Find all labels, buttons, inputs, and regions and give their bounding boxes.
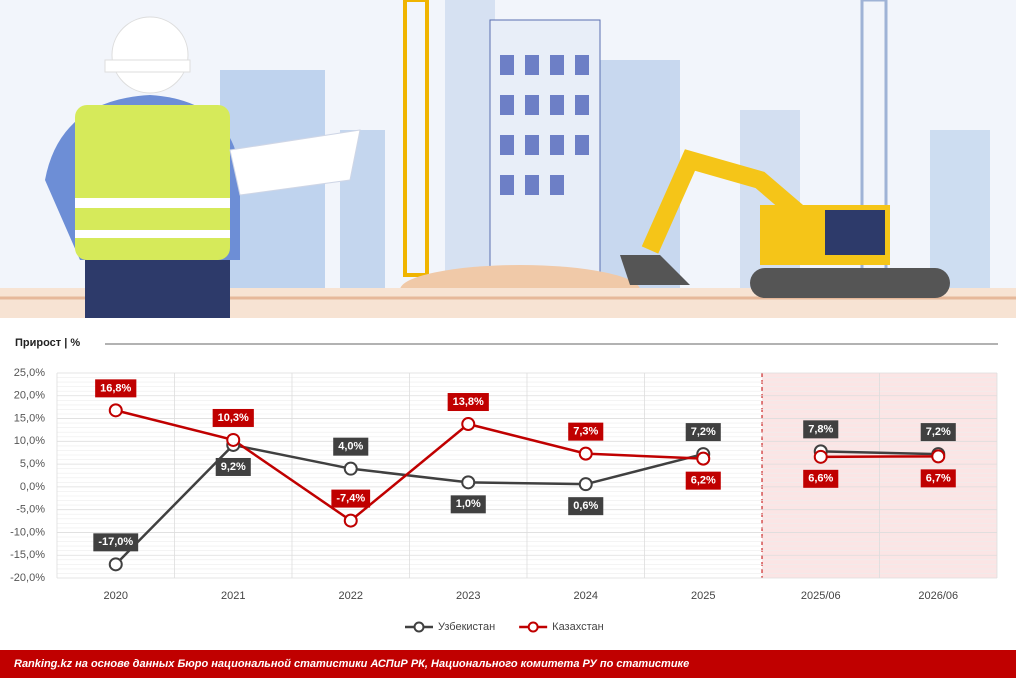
data-label-text: 4,0%: [338, 441, 363, 453]
data-label: 16,8%: [95, 379, 137, 398]
data-label-box: [568, 497, 604, 516]
y-tick-label: 15,0%: [14, 412, 45, 424]
data-label: 6,2%: [685, 471, 721, 490]
data-label-text: 13,8%: [453, 396, 484, 408]
data-label-box: [568, 422, 604, 441]
legend-marker: [413, 621, 425, 633]
y-tick-label: 0,0%: [20, 481, 45, 493]
data-label: 9,2%: [215, 457, 251, 476]
point: [108, 557, 123, 572]
data-label-box: [212, 408, 254, 427]
data-label: 7,2%: [920, 423, 956, 442]
source: Ranking.kz на основе данных Бюро национа…: [14, 658, 689, 670]
y-tick-label: -10,0%: [10, 526, 45, 538]
x-tick-label: 2026/06: [918, 590, 958, 602]
x-tick-label: 2023: [456, 590, 480, 602]
y-tick-label: 10,0%: [14, 435, 45, 447]
data-label-text: 6,2%: [691, 475, 716, 487]
data-label: 4,0%: [333, 437, 369, 456]
data-label-box: [331, 489, 371, 508]
data-label-text: 0,6%: [573, 500, 598, 512]
data-label-box: [450, 495, 486, 514]
y-tick-label: 25,0%: [14, 367, 45, 379]
point: [343, 513, 358, 528]
illustration: [0, 0, 1016, 318]
y-tick-label: -20,0%: [10, 572, 45, 584]
point: [461, 417, 476, 432]
data-label-text: 10,3%: [218, 412, 249, 424]
point: [578, 446, 593, 461]
point: [226, 432, 241, 447]
y-tick-label: -5,0%: [16, 504, 45, 516]
legend-label: Казахстан: [552, 621, 604, 633]
data-label-text: -7,4%: [336, 493, 365, 505]
data-label-box: [803, 469, 839, 488]
point: [931, 449, 946, 464]
legend-label: Узбекистан: [438, 621, 495, 633]
series-line: [820, 450, 939, 456]
x-tick-label: 2022: [339, 590, 363, 602]
data-label: 6,6%: [803, 469, 839, 488]
data-label-text: 16,8%: [100, 382, 131, 394]
x-tick-label: 2020: [104, 590, 128, 602]
data-label-box: [95, 379, 137, 398]
x-tick-label: 2025/06: [801, 590, 841, 602]
data-label-text: 9,2%: [221, 461, 246, 473]
series-line: [115, 409, 704, 523]
data-label-text: 7,2%: [926, 426, 951, 438]
chart-title: Прирост | %: [15, 337, 80, 349]
data-label-text: 1,0%: [456, 498, 481, 510]
point: [696, 451, 711, 466]
data-label-box: [93, 533, 139, 552]
data-label: 7,3%: [568, 422, 604, 441]
x-tick-label: 2021: [221, 590, 245, 602]
data-label-text: 6,6%: [808, 473, 833, 485]
data-label: -17,0%: [93, 533, 139, 552]
point: [461, 475, 476, 490]
data-label: 1,0%: [450, 495, 486, 514]
data-label-box: [803, 420, 839, 439]
point: [578, 477, 593, 492]
data-label-box: [215, 457, 251, 476]
data-label-box: [685, 471, 721, 490]
data-label-text: 7,2%: [691, 426, 716, 438]
data-label: 10,3%: [212, 408, 254, 427]
data-label: 7,2%: [685, 423, 721, 442]
series-line: [114, 443, 704, 566]
data-label: 7,8%: [803, 420, 839, 439]
data-label-text: 7,3%: [573, 426, 598, 438]
data-label-box: [333, 437, 369, 456]
data-label-box: [685, 423, 721, 442]
footer-bar: [0, 650, 1016, 678]
data-label-box: [447, 393, 489, 412]
data-label: 13,8%: [447, 393, 489, 412]
legend-marker: [527, 621, 539, 633]
data-label-text: 6,7%: [926, 472, 951, 484]
data-label-text: -17,0%: [98, 536, 133, 548]
data-label-text: 7,8%: [808, 423, 833, 435]
y-tick-label: 20,0%: [14, 390, 45, 402]
x-tick-label: 2024: [574, 590, 598, 602]
data-label-box: [920, 423, 956, 442]
x-tick-label: 2025: [691, 590, 715, 602]
point: [343, 461, 358, 476]
point: [813, 449, 828, 464]
data-label: -7,4%: [331, 489, 371, 508]
data-label: 6,7%: [920, 469, 956, 488]
y-tick-label: -15,0%: [10, 549, 45, 561]
data-label-box: [920, 469, 956, 488]
point: [108, 403, 123, 418]
y-tick-label: 5,0%: [20, 458, 45, 470]
data-label: 0,6%: [568, 497, 604, 516]
